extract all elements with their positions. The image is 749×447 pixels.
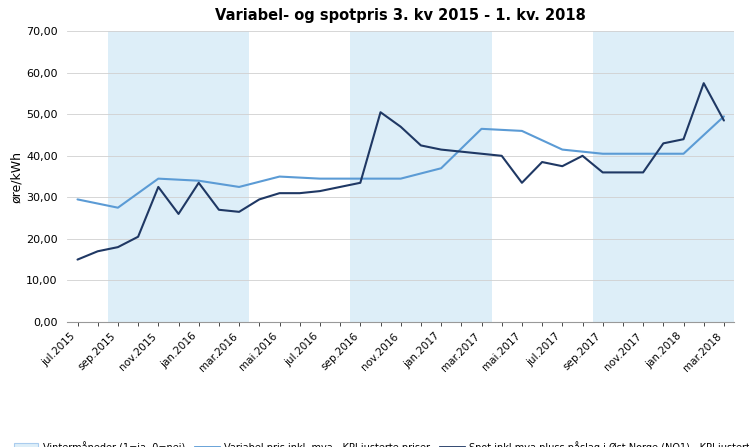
Title: Variabel- og spotpris 3. kv 2015 - 1. kv. 2018: Variabel- og spotpris 3. kv 2015 - 1. kv…	[215, 8, 586, 23]
Bar	[108, 31, 249, 322]
Legend: Vintermåneder (1=ja, 0=nei), Variabel pris inkl. mva - KPI justerte priser, Spot: Vintermåneder (1=ja, 0=nei), Variabel pr…	[10, 437, 749, 447]
Y-axis label: øre/kWh: øre/kWh	[10, 151, 23, 202]
Bar	[592, 31, 734, 322]
Bar	[351, 31, 491, 322]
